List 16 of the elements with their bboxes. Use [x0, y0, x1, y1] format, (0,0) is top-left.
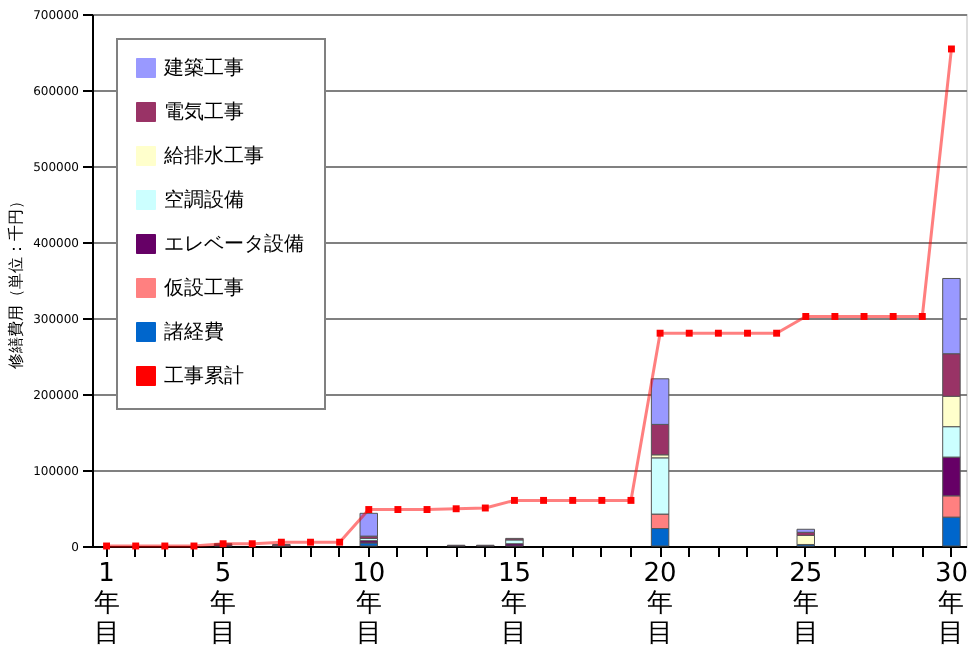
legend-label: エレベータ設備 — [164, 232, 304, 256]
x-tick-label: 25年目 — [789, 559, 823, 649]
legend-label: 給排水工事 — [162, 144, 264, 168]
x-tick-label: 1年目 — [93, 559, 120, 649]
x-tick-label: 10年目 — [352, 559, 386, 649]
legend-label: 仮設工事 — [164, 276, 244, 300]
x-tick-label: 20年目 — [643, 559, 677, 649]
legend-label: 電気工事 — [164, 100, 244, 124]
legend-label: 工事累計 — [164, 364, 244, 388]
legend-label: 空調設備 — [164, 188, 244, 212]
legend-label: 諸経費 — [164, 320, 224, 344]
x-tick-label: 30年目 — [934, 559, 968, 649]
x-tick-label: 5年目 — [210, 559, 237, 649]
y-axis-title: 修繕費用（単位：千円） — [7, 193, 26, 369]
x-tick-label: 15年目 — [497, 559, 531, 649]
legend-label: 建築工事 — [162, 56, 244, 80]
